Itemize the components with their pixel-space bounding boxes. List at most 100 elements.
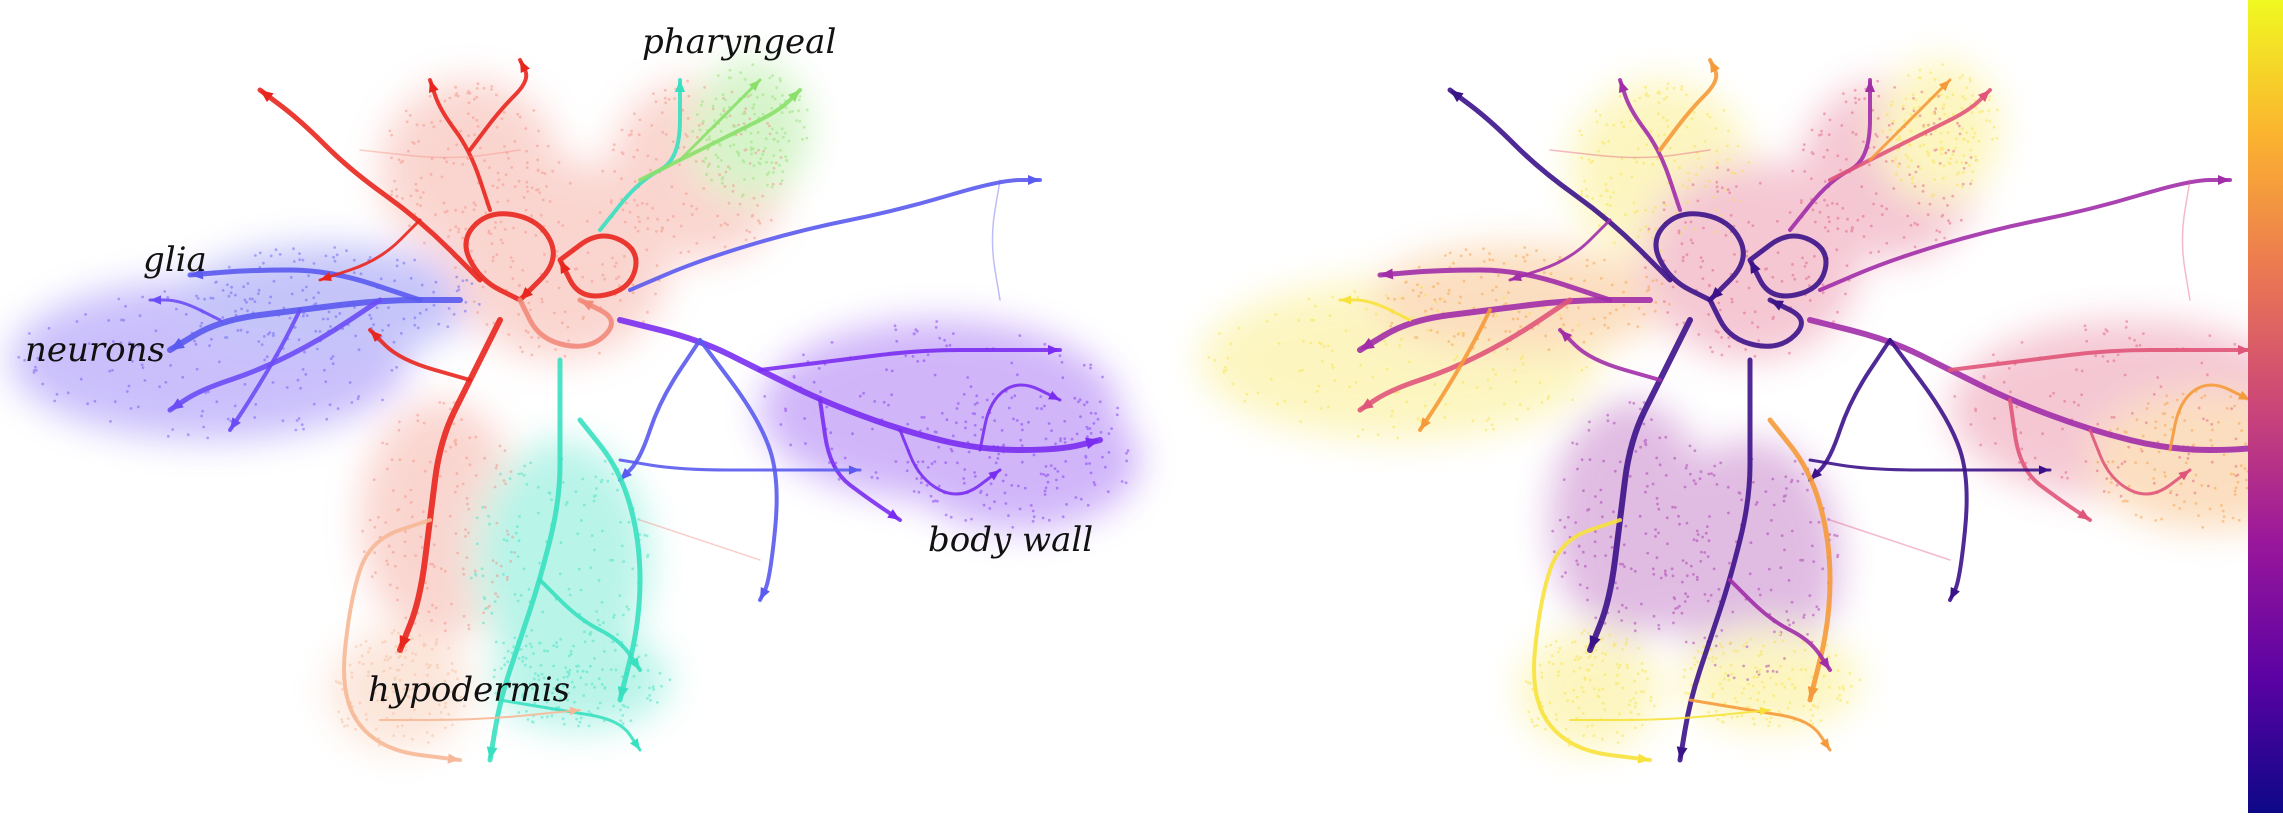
cell-dot — [1727, 336, 1730, 339]
cell-dot — [1754, 310, 1757, 313]
cell-dot — [1730, 214, 1733, 217]
cell-dot — [560, 541, 563, 544]
cell-dot — [652, 685, 655, 688]
cell-dot — [2187, 457, 2190, 460]
cell-dot — [422, 645, 425, 648]
cell-dot — [724, 222, 727, 225]
cell-dot — [474, 204, 477, 207]
cell-dot — [1924, 125, 1927, 128]
cell-dot — [404, 540, 407, 543]
cell-dot — [1116, 413, 1119, 416]
cell-dot — [1013, 394, 1016, 397]
cell-dot — [890, 393, 893, 396]
cell-dot — [740, 133, 743, 136]
cell-dot — [491, 581, 494, 584]
cell-dot — [1579, 130, 1582, 133]
cell-dot — [426, 731, 429, 734]
cell-dot — [1353, 290, 1356, 293]
cell-dot — [1890, 104, 1893, 107]
cell-dot — [1828, 686, 1831, 689]
cell-dot — [387, 306, 390, 309]
cell-dot — [1789, 211, 1792, 214]
cell-dot — [1820, 719, 1823, 722]
cell-dot — [1732, 199, 1735, 202]
cell-dot — [1906, 215, 1909, 218]
cell-dot — [316, 348, 319, 351]
cell-dot — [577, 725, 580, 728]
cell-dot — [1719, 666, 1722, 669]
cell-dot — [495, 467, 498, 470]
cell-dot — [1910, 224, 1913, 227]
cell-dot — [1071, 438, 1074, 441]
cell-dot — [165, 381, 168, 384]
cell-dot — [2156, 376, 2159, 379]
cell-dot — [1090, 472, 1093, 475]
cell-dot — [2127, 446, 2130, 449]
cell-dot — [1674, 211, 1677, 214]
cell-dot — [313, 262, 316, 265]
cell-dot — [1912, 93, 1915, 96]
cell-dot — [1846, 701, 1849, 704]
cell-dot — [373, 478, 376, 481]
cell-dot — [247, 282, 250, 285]
cell-dot — [1782, 640, 1785, 643]
cell-dot — [1765, 490, 1768, 493]
cell-dot — [1512, 318, 1515, 321]
cell-dot — [541, 171, 544, 174]
cell-dot — [1696, 539, 1699, 542]
cell-dot — [302, 368, 305, 371]
cell-dot — [575, 665, 578, 668]
cell-dot — [1707, 313, 1710, 316]
cell-dot — [1932, 112, 1935, 115]
cell-dot — [1408, 361, 1411, 364]
cell-dot — [651, 207, 654, 210]
cell-dot — [2195, 502, 2198, 505]
cell-dot — [2229, 395, 2232, 398]
cell-dot — [1528, 312, 1531, 315]
cell-dot — [1715, 181, 1718, 184]
cell-dot — [529, 462, 532, 465]
cell-dot — [558, 161, 561, 164]
cell-dot — [1859, 678, 1862, 681]
cell-dot — [1001, 429, 1004, 432]
cell-dot — [303, 351, 306, 354]
cell-dot — [1589, 655, 1592, 658]
cell-dot — [1947, 131, 1950, 134]
cell-dot — [479, 147, 482, 150]
cell-dot — [1495, 299, 1498, 302]
cell-dot — [1672, 286, 1675, 289]
cell-dot — [519, 346, 522, 349]
cell-dot — [187, 433, 190, 436]
cell-dot — [496, 126, 499, 129]
cell-dot — [435, 638, 438, 641]
cell-dot — [500, 239, 503, 242]
cell-dot — [477, 125, 480, 128]
cell-dot — [871, 476, 874, 479]
cell-dot — [1627, 323, 1630, 326]
cell-dot — [1629, 120, 1632, 123]
cell-dot — [457, 231, 460, 234]
cell-dot — [603, 650, 606, 653]
cell-dot — [1430, 308, 1433, 311]
cell-dot — [312, 296, 315, 299]
cell-dot — [1033, 515, 1036, 518]
cell-dot — [468, 101, 471, 104]
cell-dot — [279, 253, 282, 256]
cell-dot — [728, 202, 731, 205]
cell-dot — [1635, 160, 1638, 163]
cell-dot — [771, 127, 774, 130]
cell-dot — [1551, 655, 1554, 658]
cell-dot — [549, 200, 552, 203]
cell-dot — [992, 393, 995, 396]
cell-dot — [683, 146, 686, 149]
cell-dot — [2003, 381, 2006, 384]
cell-dot — [473, 208, 476, 211]
cell-dot — [1617, 666, 1620, 669]
cell-dot — [1620, 173, 1623, 176]
cell-dot — [705, 138, 708, 141]
cell-dot — [324, 380, 327, 383]
cell-dot — [2104, 328, 2107, 331]
cell-dot — [455, 532, 458, 535]
cell-dot — [421, 546, 424, 549]
cell-dot — [750, 146, 753, 149]
